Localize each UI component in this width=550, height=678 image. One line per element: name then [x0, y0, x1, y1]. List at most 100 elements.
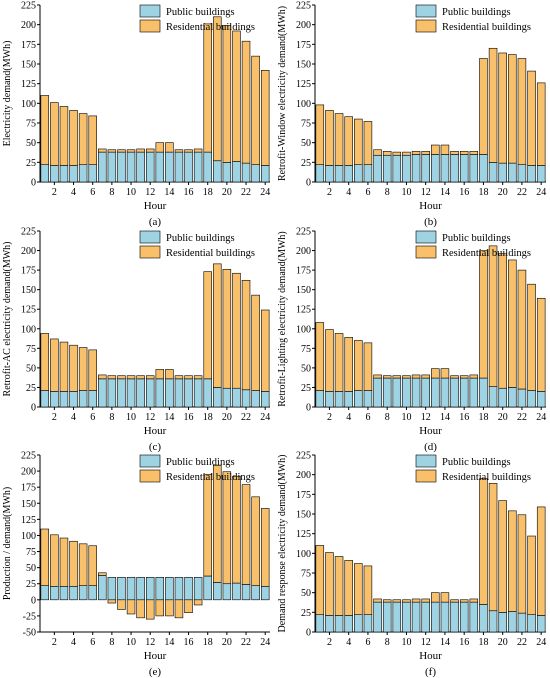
bar-residential-hour-5 [78, 113, 88, 165]
bar-public-hour-6 [363, 614, 373, 633]
legend-label-public: Public buildings [442, 233, 511, 244]
y-tick-label: 0 [306, 628, 311, 639]
bar-residential-hour-13 [431, 368, 440, 379]
bar-public-hour-5 [78, 390, 88, 408]
x-tick-label: 14 [440, 637, 450, 648]
bar-public-hour-13 [155, 151, 165, 183]
bar-residential-hour-15 [450, 599, 459, 603]
x-tick-label: 16 [184, 637, 194, 648]
y-tick-label: 125 [21, 305, 36, 316]
bar-residential-hour-16 [459, 599, 469, 603]
bar-residential-hour-22 [517, 269, 527, 390]
bar-public-hour-3 [59, 391, 69, 408]
bar-residential-hour-20 [222, 25, 232, 163]
bar-residential-hour-22 [241, 484, 251, 585]
bar-public-hour-11 [136, 378, 145, 408]
bar-public-hour-8 [107, 576, 117, 601]
legend-label-residential: Residential buildings [166, 472, 255, 483]
x-tick-label: 22 [241, 187, 251, 198]
legend-label-residential: Residential buildings [166, 248, 255, 259]
bar-public-hour-14 [165, 576, 174, 601]
y-tick-label: 100 [21, 531, 36, 542]
y-tick-label: 100 [296, 549, 311, 560]
bar-residential-hour-16 [184, 599, 193, 613]
bar-residential-hour-24 [260, 508, 270, 587]
bar-public-hour-13 [431, 154, 440, 183]
bar-public-hour-17 [469, 377, 479, 408]
bar-public-hour-11 [411, 601, 421, 633]
bar-residential-hour-14 [440, 592, 450, 603]
bar-residential-hour-24 [536, 82, 546, 166]
bar-public-hour-13 [155, 576, 165, 601]
bar-residential-hour-6 [88, 115, 97, 165]
bar-residential-hour-9 [392, 375, 402, 379]
bar-public-hour-22 [517, 388, 527, 408]
bar-public-hour-24 [536, 165, 546, 183]
y-axis-label: Retrofit-Lighting electricity demand(MWh… [277, 231, 288, 407]
bar-public-hour-24 [260, 391, 270, 408]
bar-public-hour-15 [174, 576, 184, 601]
bar-public-hour-9 [117, 151, 126, 183]
bar-residential-hour-19 [213, 464, 222, 583]
x-axis-label: Hour [144, 425, 167, 437]
x-tick-label: 4 [71, 187, 76, 198]
bar-public-hour-12 [145, 151, 155, 183]
bar-residential-hour-21 [508, 54, 517, 164]
y-tick-label: 200 [21, 20, 36, 31]
bar-residential-hour-8 [382, 151, 392, 156]
y-axis-label: Retrofit-Window electricity demand(MWh) [277, 6, 288, 181]
bar-residential-hour-5 [354, 340, 363, 391]
bar-residential-hour-24 [260, 69, 270, 166]
x-tick-label: 18 [478, 187, 488, 198]
bar-residential-hour-23 [251, 496, 260, 586]
x-tick-label: 2 [327, 187, 332, 198]
bar-residential-hour-3 [334, 113, 344, 166]
bar-public-hour-5 [354, 614, 363, 633]
bar-public-hour-17 [193, 576, 203, 601]
y-tick-label: 200 [21, 467, 36, 478]
x-tick-label: 22 [517, 412, 527, 423]
bar-residential-hour-7 [373, 374, 382, 379]
x-tick-label: 6 [365, 637, 370, 648]
bar-public-hour-21 [508, 162, 517, 183]
bar-residential-hour-13 [431, 144, 440, 155]
bar-residential-hour-21 [232, 30, 241, 162]
bar-residential-hour-19 [488, 245, 498, 387]
bar-public-hour-21 [232, 387, 241, 408]
x-tick-label: 22 [517, 187, 527, 198]
bar-public-hour-7 [98, 575, 107, 601]
bar-public-hour-9 [117, 576, 126, 601]
x-tick-label: 24 [536, 412, 546, 423]
bar-public-hour-6 [363, 390, 373, 408]
legend-swatch-residential [139, 469, 161, 483]
bar-public-hour-5 [78, 585, 88, 601]
bar-residential-hour-6 [363, 121, 373, 165]
y-tick-label: 0 [31, 178, 36, 189]
bar-public-hour-21 [232, 161, 241, 183]
bar-public-hour-7 [373, 377, 382, 408]
y-tick-label: 25 [301, 608, 311, 619]
bar-residential-hour-6 [88, 545, 97, 586]
bar-public-hour-4 [344, 165, 353, 183]
bar-public-hour-19 [213, 160, 222, 183]
x-tick-label: 2 [52, 187, 57, 198]
bar-public-hour-8 [107, 151, 117, 183]
bar-public-hour-14 [440, 154, 450, 183]
y-tick-label: 150 [296, 510, 311, 521]
bar-residential-hour-9 [392, 599, 402, 603]
bar-residential-hour-23 [527, 70, 536, 166]
x-tick-label: 14 [164, 187, 174, 198]
bar-residential-hour-19 [488, 483, 498, 612]
bar-residential-hour-14 [165, 369, 174, 380]
bar-residential-hour-21 [508, 259, 517, 388]
bar-public-hour-15 [450, 377, 459, 408]
bar-residential-hour-1 [40, 528, 50, 586]
legend-swatch-residential [139, 245, 161, 259]
bar-public-hour-15 [174, 378, 184, 408]
bar-residential-hour-20 [498, 52, 507, 164]
bar-residential-hour-24 [536, 297, 546, 392]
